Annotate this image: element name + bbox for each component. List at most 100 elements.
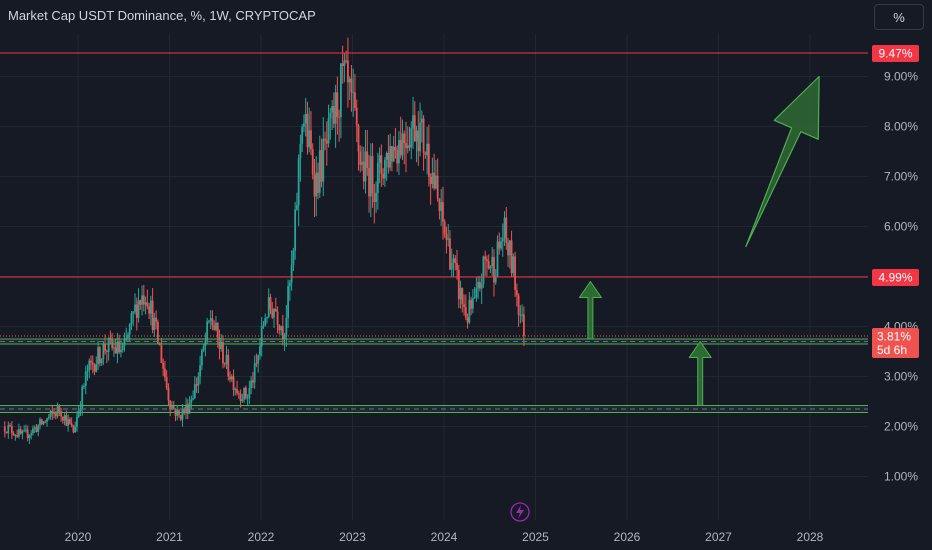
candle-body xyxy=(406,145,409,149)
candle xyxy=(357,123,360,171)
candle-body xyxy=(229,376,231,380)
candle-body xyxy=(301,126,304,144)
candle-body xyxy=(93,364,96,372)
candle-body xyxy=(165,377,168,388)
candle xyxy=(250,375,253,395)
candle-body xyxy=(155,317,158,322)
candle xyxy=(463,294,465,316)
candle xyxy=(69,417,71,425)
candle xyxy=(222,335,224,369)
candle xyxy=(317,162,319,200)
candle xyxy=(415,125,418,163)
candle xyxy=(487,254,490,270)
x-tick-label: 2028 xyxy=(797,530,824,544)
candle xyxy=(14,434,17,441)
candle xyxy=(442,186,444,240)
candle-body xyxy=(209,318,212,321)
candle-body xyxy=(468,299,471,323)
candle xyxy=(406,126,409,154)
candle-body xyxy=(385,152,388,160)
candle-body xyxy=(142,295,145,305)
candle-body xyxy=(206,321,209,341)
candle xyxy=(519,305,522,324)
candle-body xyxy=(503,217,506,238)
candle xyxy=(9,423,11,428)
candle-body xyxy=(84,371,87,386)
x-tick-label: 2022 xyxy=(248,530,275,544)
candle-body xyxy=(246,397,249,399)
candle xyxy=(74,421,77,433)
candle-body xyxy=(274,308,277,312)
candle-body xyxy=(47,416,50,419)
candle-body xyxy=(297,158,300,206)
candle-body xyxy=(500,241,502,249)
candle xyxy=(97,340,99,370)
candle xyxy=(259,338,261,360)
candle xyxy=(35,424,38,433)
candle xyxy=(332,92,335,129)
candle xyxy=(112,340,115,357)
candle xyxy=(181,404,184,427)
candle-body xyxy=(327,118,330,144)
candle-body xyxy=(195,384,198,386)
candle-body xyxy=(97,347,99,365)
candle xyxy=(396,145,399,172)
candle xyxy=(311,143,314,180)
candle xyxy=(304,98,307,137)
candle xyxy=(503,211,506,246)
candle xyxy=(5,431,8,434)
candle-body xyxy=(371,156,374,194)
candle xyxy=(387,134,390,174)
candle xyxy=(290,250,293,291)
candle-body xyxy=(220,342,223,349)
candle-body xyxy=(480,283,483,289)
candle-body xyxy=(153,317,156,331)
candle xyxy=(135,297,138,331)
candle xyxy=(262,321,265,329)
candle xyxy=(461,287,464,313)
candle xyxy=(104,334,106,355)
candle-body xyxy=(266,317,268,319)
candle xyxy=(515,283,518,307)
candle xyxy=(197,372,200,394)
candle xyxy=(283,332,286,352)
x-tick-label: 2021 xyxy=(156,530,183,544)
candle xyxy=(394,127,397,159)
candle xyxy=(468,292,471,325)
candle-body xyxy=(281,326,284,339)
candle-body xyxy=(70,423,73,426)
percent-scale-button[interactable]: % xyxy=(874,4,924,30)
candle-body xyxy=(522,314,525,336)
candle xyxy=(185,397,187,420)
candle xyxy=(137,288,140,323)
candle xyxy=(401,119,404,161)
candle-body xyxy=(368,167,370,197)
candle-body xyxy=(290,265,293,283)
candle xyxy=(482,255,485,288)
candle-body xyxy=(107,337,110,352)
candle-body xyxy=(53,413,55,415)
candle-body xyxy=(130,313,133,324)
candle-body xyxy=(354,92,356,108)
candle-body xyxy=(456,263,458,270)
candle-body xyxy=(181,409,184,420)
candle xyxy=(429,173,432,205)
candle xyxy=(380,144,383,187)
candle-body xyxy=(144,302,147,305)
candle xyxy=(276,306,279,334)
candle-body xyxy=(415,130,418,142)
candle xyxy=(132,311,135,327)
lightning-icon[interactable] xyxy=(510,502,530,522)
candle xyxy=(438,198,441,220)
candle-body xyxy=(294,209,297,251)
candle xyxy=(325,121,328,166)
candle-body xyxy=(331,106,333,113)
candle-body xyxy=(230,376,233,380)
candle xyxy=(100,358,103,366)
candle-body xyxy=(232,376,235,390)
target-arrow xyxy=(745,75,820,248)
candle xyxy=(375,181,377,213)
candle-body xyxy=(3,426,6,432)
candle xyxy=(324,131,326,151)
